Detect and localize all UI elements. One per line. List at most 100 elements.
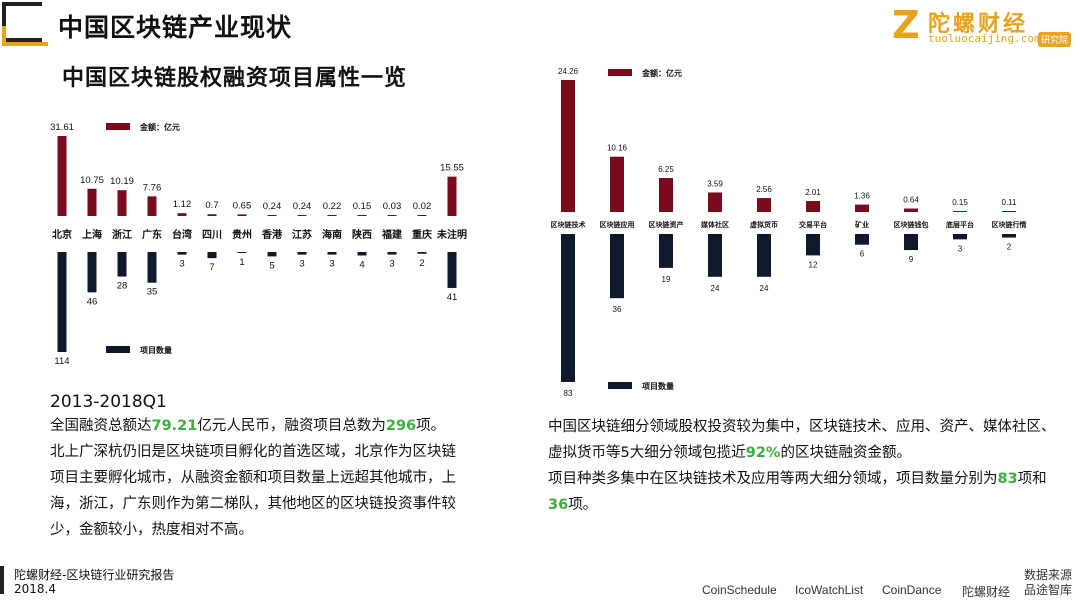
- category-label: 矿业: [855, 220, 869, 229]
- data-source-label: 数据来源品途智库: [1024, 568, 1073, 597]
- amount-value-label: 0.24: [263, 201, 282, 212]
- count-value-label: 6: [860, 250, 865, 259]
- category-label: 陕西: [352, 228, 372, 241]
- corner-accent: [2, 26, 48, 46]
- amount-bar: [417, 215, 427, 216]
- count-value-label: 28: [117, 281, 128, 292]
- amount-value-label: 3.59: [707, 179, 723, 188]
- count-bar: [561, 234, 575, 382]
- amount-value-label: 15.55: [440, 163, 464, 174]
- count-value-label: 1: [239, 257, 244, 268]
- count-value-label: 24: [711, 284, 720, 293]
- category-label: 台湾: [172, 228, 192, 241]
- amount-value-label: 24.26: [558, 67, 579, 76]
- category-label: 江苏: [292, 228, 312, 241]
- category-label: 虚拟货币: [750, 220, 778, 229]
- count-bar: [417, 252, 427, 254]
- count-bar: [357, 252, 367, 256]
- logo-domain-text: tuoluocaijing.com: [928, 32, 1041, 45]
- logo-z-icon: Z: [892, 3, 920, 47]
- amount-value-label: 7.76: [143, 182, 162, 193]
- legend-count-swatch: [608, 382, 632, 389]
- amount-value-label: 0.15: [952, 198, 968, 207]
- sector-count-paragraph: 项目种类多集中在区块链技术及应用等两大细分领域，项目数量分别为83项和36项。: [548, 471, 1047, 513]
- amount-bar: [117, 190, 127, 216]
- count-bar: [147, 252, 157, 283]
- amount-value-label: 31.61: [50, 122, 74, 133]
- amount-bar: [57, 136, 67, 216]
- count-value-label: 3: [389, 259, 394, 270]
- source-item: CoinSchedule: [702, 583, 777, 597]
- amount-bar: [953, 211, 967, 212]
- count-value-label: 35: [147, 287, 158, 298]
- amount-value-label: 6.25: [658, 165, 674, 174]
- count-bar: [57, 252, 67, 352]
- count-bar: [237, 252, 247, 253]
- amount-value-label: 0.7: [205, 200, 218, 211]
- category-label: 区块链资产: [649, 220, 684, 229]
- count-bar: [708, 234, 722, 277]
- amount-bar: [357, 215, 367, 216]
- amount-bar: [147, 196, 157, 216]
- category-label: 贵州: [232, 228, 252, 241]
- amount-bar: [267, 215, 277, 216]
- amount-bar: [708, 192, 722, 212]
- count-bar: [327, 252, 337, 255]
- count-value-label: 7: [209, 262, 214, 273]
- count-bar: [757, 234, 771, 277]
- amount-bar: [207, 214, 217, 216]
- category-label: 四川: [202, 229, 222, 241]
- amount-value-label: 0.02: [413, 201, 432, 212]
- amount-bar: [447, 176, 457, 216]
- count-bar: [207, 252, 217, 259]
- source-item: IcoWatchList: [795, 583, 864, 597]
- legend-amount-label: 金额：亿元: [641, 68, 682, 78]
- amount-bar: [87, 188, 97, 216]
- amount-value-label: 10.75: [80, 175, 104, 186]
- count-bar: [659, 234, 673, 268]
- category-label: 未注明: [436, 228, 467, 241]
- count-bar: [904, 234, 918, 251]
- footer-bar: [0, 566, 4, 594]
- count-value-label: 114: [54, 356, 69, 367]
- category-label: 媒体社区: [700, 220, 729, 229]
- category-label: 香港: [262, 228, 283, 241]
- category-label: 交易平台: [799, 220, 827, 229]
- count-value-label: 3: [329, 259, 334, 270]
- amount-value-label: 1.12: [173, 199, 192, 210]
- category-label: 区块链应用: [600, 220, 635, 229]
- category-label: 区块链技术: [551, 220, 586, 229]
- count-bar: [297, 252, 307, 255]
- count-bar: [267, 252, 277, 257]
- region-analysis-paragraph: 北上广深杭仍旧是区块链项目孵化的首选区域，北京作为区块链项目主要孵化城市，从融资…: [50, 444, 456, 538]
- corner-frame: [2, 2, 42, 42]
- amount-bar: [561, 80, 575, 212]
- category-label: 区块链行情: [992, 220, 1027, 229]
- amount-value-label: 0.24: [293, 201, 312, 212]
- page-title: 中国区块链产业现状: [58, 13, 293, 42]
- source-item: 陀螺财经: [962, 585, 1011, 599]
- count-bar: [387, 252, 397, 255]
- amount-bar: [757, 198, 771, 212]
- amount-value-label: 10.16: [607, 144, 628, 153]
- count-bar: [1002, 234, 1016, 238]
- category-label: 区块链钱包: [894, 220, 929, 229]
- count-value-label: 3: [299, 259, 304, 270]
- legend-amount-label: 金额：亿元: [139, 122, 180, 132]
- legend-amount-swatch: [608, 69, 632, 76]
- count-value-label: 24: [760, 284, 769, 293]
- amount-value-label: 2.01: [805, 188, 821, 197]
- amount-bar: [177, 213, 187, 216]
- category-label: 底层平台: [946, 220, 974, 229]
- count-bar: [177, 252, 187, 255]
- count-value-label: 46: [87, 296, 98, 307]
- amount-value-label: 0.11: [1002, 198, 1018, 207]
- count-value-label: 83: [564, 389, 573, 398]
- category-label: 重庆: [412, 228, 432, 241]
- brand-logo: Z 陀螺财经 tuoluocaijing.com 研究院: [892, 6, 1078, 48]
- count-value-label: 41: [447, 292, 458, 303]
- count-value-label: 3: [179, 259, 184, 270]
- sector-analysis-paragraph: 中国区块链细分领域股权投资较为集中，区块链技术、应用、资产、媒体社区、虚拟货币等…: [548, 419, 1056, 461]
- category-label: 广东: [142, 228, 162, 241]
- count-bar: [855, 234, 869, 245]
